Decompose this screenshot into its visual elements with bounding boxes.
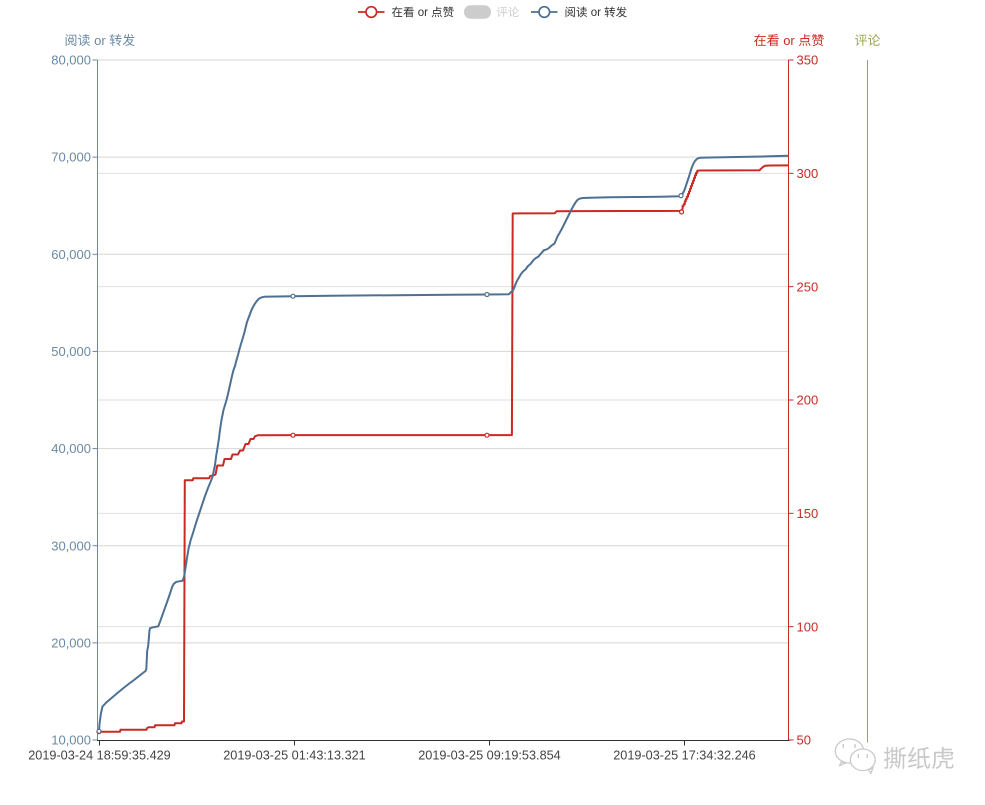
svg-text:2019-03-25 17:34:32.246: 2019-03-25 17:34:32.246 xyxy=(613,749,756,763)
svg-text:250: 250 xyxy=(797,279,819,294)
svg-text:60,000: 60,000 xyxy=(51,247,91,262)
svg-text:30,000: 30,000 xyxy=(51,538,91,553)
svg-text:200: 200 xyxy=(797,393,819,408)
svg-text:2019-03-24 18:59:35.429: 2019-03-24 18:59:35.429 xyxy=(28,749,171,763)
svg-text:40,000: 40,000 xyxy=(51,441,91,456)
svg-text:20,000: 20,000 xyxy=(51,635,91,650)
svg-text:10,000: 10,000 xyxy=(51,733,91,748)
svg-text:70,000: 70,000 xyxy=(51,150,91,165)
svg-text:50: 50 xyxy=(797,733,811,748)
svg-text:50,000: 50,000 xyxy=(51,344,91,359)
svg-text:or: or xyxy=(588,7,605,19)
svg-text:80,000: 80,000 xyxy=(51,53,91,68)
svg-text:or: or xyxy=(780,33,799,48)
svg-text:2019-03-25 01:43:13.321: 2019-03-25 01:43:13.321 xyxy=(223,749,366,763)
svg-text:2019-03-25 09:19:53.854: 2019-03-25 09:19:53.854 xyxy=(418,749,561,763)
svg-text:100: 100 xyxy=(797,619,819,634)
svg-text:or: or xyxy=(415,7,432,19)
svg-text:300: 300 xyxy=(797,166,819,181)
svg-text:150: 150 xyxy=(797,506,819,521)
svg-text:350: 350 xyxy=(797,53,819,68)
svg-text:or: or xyxy=(91,33,110,48)
